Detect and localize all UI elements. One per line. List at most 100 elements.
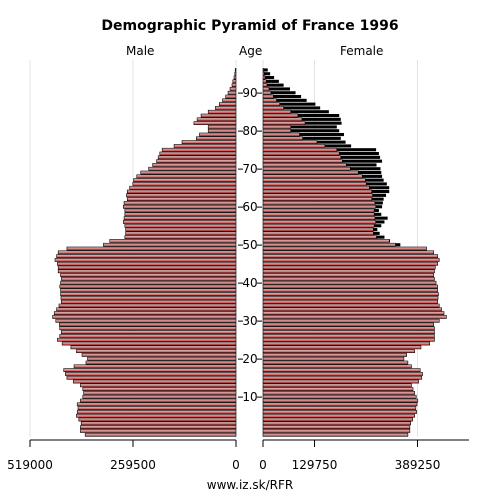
male-bar <box>199 132 237 137</box>
female-bar <box>262 121 306 125</box>
male-bar <box>59 326 237 331</box>
female-surplus-bar <box>283 106 321 110</box>
female-bar <box>262 136 303 141</box>
female-surplus-bar <box>362 174 383 178</box>
male-bar <box>126 197 237 202</box>
male-bar <box>123 201 237 205</box>
female-bar <box>262 216 376 221</box>
female-surplus-bar <box>266 83 284 87</box>
female-bar <box>262 163 347 167</box>
female-bar <box>262 421 411 426</box>
male-bar <box>124 235 237 240</box>
female-bar <box>262 140 318 145</box>
female-surplus-bar <box>339 152 379 156</box>
female-bar <box>262 239 390 243</box>
male-bar <box>109 239 237 243</box>
male-bar <box>57 337 237 342</box>
female-bar <box>262 326 435 331</box>
male-bar <box>207 109 237 114</box>
female-bar <box>262 109 292 114</box>
male-bar <box>76 349 237 354</box>
female-bar <box>262 197 373 202</box>
female-bar <box>262 147 338 152</box>
female-tick-label: 0 <box>259 458 267 472</box>
female-bar <box>262 288 438 293</box>
male-bar <box>196 136 237 141</box>
female-bar <box>262 144 326 148</box>
female-surplus-bar <box>373 231 380 235</box>
male-bar <box>70 345 237 350</box>
female-bar <box>262 322 434 327</box>
male-bar <box>73 364 237 369</box>
female-bar <box>262 307 442 312</box>
female-surplus-bar <box>369 186 390 190</box>
female-bar <box>262 356 405 361</box>
female-bar <box>262 406 417 411</box>
female-bar <box>262 79 267 84</box>
female-bar <box>262 170 359 175</box>
male-bar <box>60 280 237 285</box>
female-bar <box>262 208 375 213</box>
male-bar <box>63 368 237 373</box>
male-bar <box>81 353 237 357</box>
male-bar <box>207 128 237 133</box>
female-bar <box>262 394 417 399</box>
male-bar <box>57 250 237 255</box>
female-bar <box>262 242 396 247</box>
female-bar <box>262 410 417 414</box>
female-surplus-bar <box>266 79 279 83</box>
female-bar <box>262 231 374 236</box>
male-bar <box>54 258 237 262</box>
male-bar <box>61 277 237 281</box>
female-surplus-bar <box>374 209 379 213</box>
female-bar <box>262 117 303 122</box>
male-bar <box>58 303 237 308</box>
female-bar <box>262 182 367 186</box>
male-bar <box>103 242 237 247</box>
female-surplus-bar <box>290 129 340 133</box>
female-surplus-bar <box>264 76 275 80</box>
female-bar <box>262 258 440 262</box>
female-bar <box>262 151 340 156</box>
male-bar <box>129 185 237 190</box>
female-bar <box>262 273 434 278</box>
female-bar <box>262 94 274 99</box>
female-surplus-bar <box>365 178 384 182</box>
female-bar <box>262 292 439 297</box>
male-bar <box>124 212 237 217</box>
female-bar <box>262 166 351 171</box>
female-bar <box>262 341 431 346</box>
male-bar <box>80 425 237 430</box>
female-bar <box>262 193 373 198</box>
tick-labels: 519000 259500 0 0 129750 389250 10 20 30 40 50 60 70… <box>7 86 440 472</box>
male-bar <box>65 372 237 376</box>
age-tick-label: 90 <box>242 86 257 100</box>
male-bars <box>52 68 237 437</box>
female-surplus-bar <box>279 102 316 106</box>
male-bar <box>66 246 237 251</box>
female-bar <box>262 349 415 354</box>
female-bar <box>262 68 265 72</box>
female-surplus-bar <box>299 133 344 137</box>
male-bar <box>229 87 237 91</box>
female-bars <box>262 68 447 437</box>
male-bar <box>233 75 237 80</box>
female-surplus-bar <box>374 212 382 216</box>
male-bar <box>60 288 237 293</box>
female-bar <box>262 315 447 319</box>
male-bar <box>80 421 237 426</box>
female-bar <box>262 235 377 240</box>
female-bar <box>262 387 414 392</box>
male-bar <box>60 296 237 300</box>
female-bar <box>262 413 415 418</box>
female-bar <box>262 189 373 194</box>
male-bar <box>125 227 237 232</box>
female-bar <box>262 417 413 422</box>
male-bar <box>157 155 237 160</box>
female-bar <box>262 368 421 373</box>
female-bar <box>262 432 409 437</box>
male-bar <box>133 178 237 183</box>
male-bar <box>72 379 237 384</box>
female-surplus-bar <box>374 216 388 220</box>
